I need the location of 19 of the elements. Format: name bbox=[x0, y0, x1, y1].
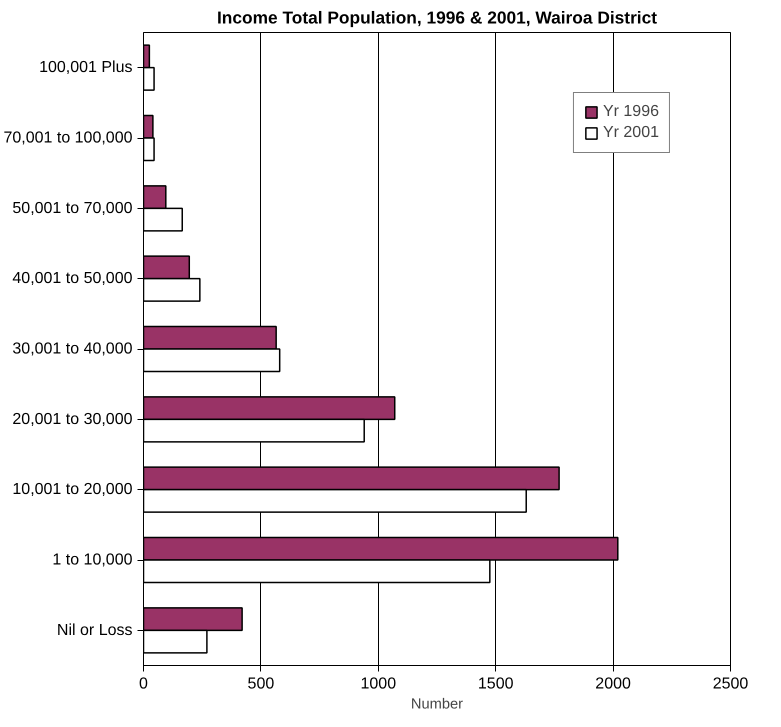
y-tick-label: 100,001 Plus bbox=[39, 59, 132, 76]
x-tick-label: 1000 bbox=[360, 676, 396, 692]
y-tick-label: 50,001 to 70,000 bbox=[12, 200, 133, 217]
x-tick-label: 500 bbox=[248, 676, 274, 692]
x-tick-label: 0 bbox=[139, 676, 148, 692]
legend-label: Yr 1996 bbox=[602, 103, 659, 121]
x-tick-label: 2000 bbox=[595, 676, 631, 692]
x-tick-label: 2500 bbox=[712, 676, 748, 692]
y-tick-label: 40,001 to 50,000 bbox=[12, 270, 133, 288]
legend-label: Yr 2001 bbox=[602, 124, 659, 142]
y-tick-label: 10,001 to 20,000 bbox=[12, 481, 133, 498]
y-tick-label: 70,001 to 100,000 bbox=[3, 130, 133, 146]
x-tick-label: 1500 bbox=[478, 676, 514, 692]
y-tick-label: 1 to 10,000 bbox=[52, 552, 133, 568]
y-tick-label: 20,001 to 30,000 bbox=[12, 410, 133, 428]
x-axis-title: Number bbox=[410, 696, 464, 712]
y-tick-label: 30,001 to 40,000 bbox=[12, 340, 133, 358]
chart-title: Income Total Population, 1996 & 2001, Wairoa District bbox=[216, 8, 658, 28]
y-tick-label: Nil or Loss bbox=[56, 622, 132, 639]
